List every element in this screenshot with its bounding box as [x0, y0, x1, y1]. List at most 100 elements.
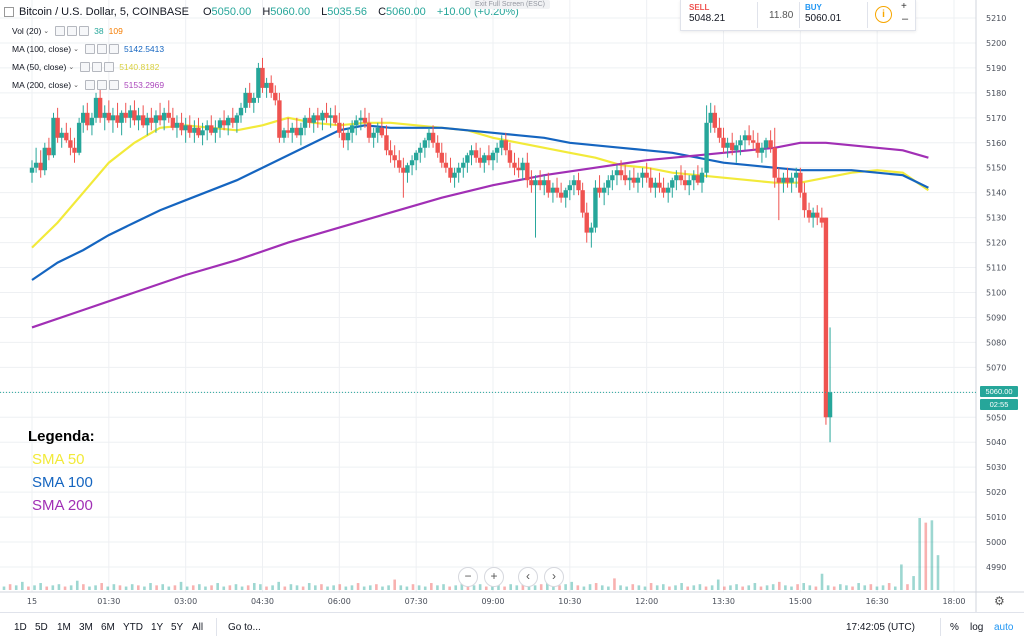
candle-body — [145, 117, 150, 126]
candle-body — [686, 180, 692, 186]
candle-body — [537, 180, 543, 186]
zoom-in-button[interactable]: + — [484, 567, 504, 587]
candle-body — [571, 180, 577, 186]
eye-icon[interactable] — [80, 62, 91, 72]
eye-icon[interactable] — [55, 26, 66, 36]
timeframe-3m[interactable]: 3M — [79, 622, 93, 633]
close-icon[interactable] — [104, 62, 115, 72]
scroll-forward-button[interactable]: › — [544, 567, 564, 587]
ma-line-sma-200 — [31, 141, 929, 329]
volume-bar — [674, 585, 677, 590]
candle-body — [550, 187, 556, 193]
info-icon[interactable]: i — [875, 6, 892, 23]
volume-bar — [2, 586, 6, 590]
settings-icon[interactable] — [96, 80, 107, 90]
timeframe-1d[interactable]: 1D — [14, 622, 27, 633]
volume-bar — [283, 586, 287, 590]
candle-body — [439, 152, 444, 163]
candle-body — [170, 117, 176, 128]
last-price-tag: 5060.00 — [980, 386, 1018, 397]
indicator-ma100[interactable]: MA (100, close) ⌄ 5142.5413 — [12, 44, 165, 54]
candle-body — [507, 150, 513, 163]
settings-icon[interactable] — [96, 44, 107, 54]
volume-bar — [808, 585, 812, 590]
volume-bar — [777, 581, 781, 590]
candle-body — [695, 175, 701, 183]
volume-bar — [796, 584, 799, 590]
candle-body — [469, 150, 474, 156]
volume-bar — [143, 586, 146, 590]
exit-fullscreen-hint[interactable]: Exit Full Screen (ESC) — [470, 0, 551, 9]
eye-icon[interactable] — [84, 44, 95, 54]
y-tick-label: 5150 — [986, 164, 1006, 173]
utc-clock[interactable]: 17:42:05 (UTC) — [846, 622, 915, 633]
timeframe-all[interactable]: All — [192, 622, 204, 633]
timeframe-5d[interactable]: 5D — [35, 622, 48, 633]
candle-body — [76, 122, 82, 153]
candle-body — [708, 112, 713, 123]
log-toggle[interactable]: log — [970, 622, 984, 633]
volume-bar — [405, 586, 409, 590]
price-chart[interactable]: 4990500050105020503050405050506050705080… — [0, 0, 1024, 612]
sell-button[interactable]: SELL 5048.21 — [689, 3, 726, 24]
chevron-down-icon: ⌄ — [68, 64, 75, 71]
candle-body — [149, 117, 154, 123]
percent-toggle[interactable]: % — [950, 622, 959, 633]
candle-body — [401, 167, 406, 173]
volume-bar — [381, 586, 384, 590]
timeframe-ytd[interactable]: YTD — [123, 622, 143, 633]
candle-body — [798, 172, 803, 193]
timeframe-6m[interactable]: 6M — [101, 622, 115, 633]
volume-bar — [661, 584, 665, 590]
candle-body — [691, 175, 696, 181]
minus-icon[interactable]: – — [902, 13, 909, 25]
volume-bar — [881, 585, 885, 590]
volume-bar — [851, 586, 854, 590]
buy-button[interactable]: BUY 5060.01 — [805, 3, 842, 24]
timeframe-1y[interactable]: 1Y — [151, 622, 164, 633]
settings-icon[interactable] — [67, 26, 78, 36]
symbol-title[interactable]: Bitcoin / U.S. Dollar, 5, COINBASE — [19, 6, 189, 18]
candle-body — [781, 177, 786, 183]
trade-panel: SELL 5048.21 11.80 BUY 5060.01 i + – — [680, 0, 916, 31]
indicator-ma200[interactable]: MA (200, close) ⌄ 5153.2969 — [12, 80, 165, 90]
y-tick-label: 5040 — [986, 438, 1006, 447]
candle-body — [161, 112, 167, 121]
candle-body — [89, 117, 95, 126]
candle-body — [452, 172, 457, 178]
goto-button[interactable]: Go to... — [228, 622, 261, 633]
volume-bar — [204, 586, 207, 590]
settings-icon[interactable] — [92, 62, 103, 72]
volume-bar — [45, 586, 49, 590]
scroll-back-button[interactable]: ‹ — [518, 567, 538, 587]
x-tick-label: 01:30 — [97, 597, 120, 606]
indicator-ma50[interactable]: MA (50, close) ⌄ 5140.8182 — [12, 62, 160, 72]
volume-bar — [546, 583, 549, 590]
x-tick-label: 06:00 — [328, 597, 351, 606]
candle-body — [294, 127, 300, 136]
gear-icon[interactable]: ⚙ — [994, 594, 1005, 608]
candle-body — [610, 175, 615, 181]
volume-bar — [869, 584, 873, 590]
volume-bar — [387, 585, 390, 590]
volume-bar — [558, 585, 561, 590]
candle-body — [473, 150, 479, 158]
volume-bar — [582, 586, 586, 590]
close-icon[interactable] — [108, 80, 119, 90]
timeframe-5y[interactable]: 5Y — [171, 622, 184, 633]
close-icon[interactable] — [108, 44, 119, 54]
volume-bar — [100, 583, 103, 590]
auto-toggle[interactable]: auto — [994, 622, 1014, 633]
indicator-volume[interactable]: Vol (20) ⌄ 38 109 — [12, 26, 123, 36]
volume-bar — [106, 586, 110, 590]
zoom-out-button[interactable]: − — [458, 567, 478, 587]
plus-icon[interactable]: + — [901, 1, 907, 12]
legend-title: Legenda: — [28, 428, 95, 445]
candle-body — [277, 100, 282, 138]
candle-body — [256, 67, 261, 98]
candle-body — [721, 137, 726, 148]
timeframe-1m[interactable]: 1M — [57, 622, 71, 633]
volume-bar — [820, 573, 824, 590]
close-icon[interactable] — [79, 26, 90, 36]
eye-icon[interactable] — [84, 80, 95, 90]
